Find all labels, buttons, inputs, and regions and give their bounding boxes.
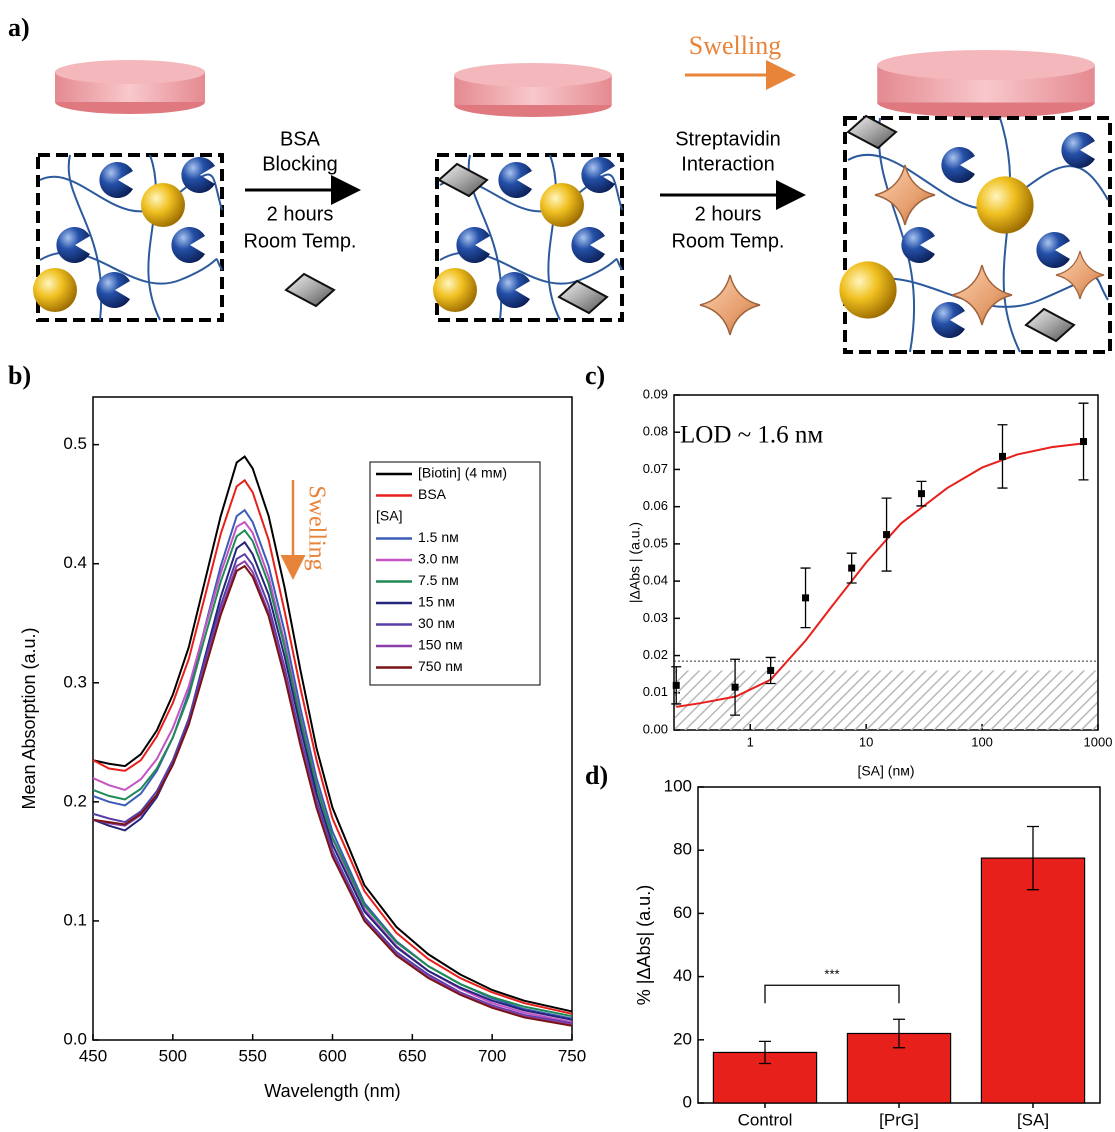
x-axis-label: [SA] (nᴍ) (857, 763, 914, 779)
legend-label: 750 nᴍ (418, 658, 463, 674)
schematic: BSA Blocking 2 hours Room Temp. Swelling… (33, 31, 1110, 352)
x-tick-label: 550 (238, 1046, 266, 1065)
x-tick-label: 1 (747, 734, 754, 749)
y-tick-label: 0.02 (643, 647, 668, 662)
blank-band (675, 670, 1097, 730)
step-text: Room Temp. (671, 230, 784, 252)
x-tick-label: [PrG] (879, 1110, 919, 1129)
swelling-label: Swelling (689, 31, 781, 60)
y-tick-label: 0.09 (643, 386, 668, 401)
figure: a) b) c) d) BSA Blocking 2 hours Room Te… (0, 0, 1115, 1132)
y-tick-label: 0.04 (643, 573, 668, 588)
lod-annotation: LOD ~ 1.6 nᴍ (680, 422, 823, 449)
y-tick-label: 0.3 (63, 672, 87, 691)
data-point (918, 490, 925, 497)
swelling-annotation: Swelling (303, 485, 329, 570)
y-tick-label: 0 (683, 1092, 692, 1111)
y-tick-label: 0.07 (643, 461, 668, 476)
y-tick-label: 0.4 (63, 553, 87, 572)
data-point (848, 565, 855, 572)
y-tick-label: 0.08 (643, 424, 668, 439)
x-tick-label: 600 (318, 1046, 346, 1065)
data-point (883, 531, 890, 538)
significance-bracket (765, 985, 899, 1003)
data-point (673, 682, 680, 689)
y-tick-label: 20 (673, 1029, 692, 1048)
x-tick-label: 650 (398, 1046, 426, 1065)
panel-label: d) (585, 761, 608, 790)
y-tick-label: 80 (673, 840, 692, 859)
y-tick-label: 0.2 (63, 791, 87, 810)
data-point (802, 594, 809, 601)
y-tick-label: 40 (673, 966, 692, 985)
bar (981, 858, 1084, 1103)
hydrogel-disc (55, 60, 205, 114)
step-text: 2 hours (267, 203, 334, 225)
x-axis-label: Wavelength (nm) (264, 1081, 400, 1101)
data-point (1080, 438, 1087, 445)
hydrogel-disc (454, 63, 612, 117)
y-tick-label: 0.1 (63, 910, 87, 929)
legend-label: 15 nᴍ (418, 594, 455, 610)
y-axis-label: |ΔAbs | (a.u.) (627, 522, 643, 603)
step-text: BSA (280, 128, 321, 150)
x-tick-label: 500 (159, 1046, 187, 1065)
page: a) b) c) d) BSA Blocking 2 hours Room Te… (0, 0, 1115, 1132)
gold-nanoparticle (33, 268, 77, 312)
legend-label: [Biotin] (4 mᴍ) (418, 465, 507, 481)
y-tick-label: 100 (664, 776, 692, 795)
legend-label: 1.5 nᴍ (418, 529, 459, 545)
y-tick-label: 0.03 (643, 610, 668, 625)
x-tick-label: 1000 (1084, 734, 1113, 749)
y-tick-label: 0.06 (643, 498, 668, 513)
x-tick-label: 750 (558, 1046, 586, 1065)
legend-label: 3.0 nᴍ (418, 551, 459, 567)
legend-label: BSA (418, 486, 447, 502)
x-tick-label: 100 (971, 734, 993, 749)
data-point (767, 667, 774, 674)
x-tick-label: 450 (79, 1046, 107, 1065)
panel-label: c) (585, 361, 605, 390)
step-text: Room Temp. (243, 230, 356, 252)
streptavidin (700, 275, 760, 335)
y-tick-label: 0.05 (643, 535, 668, 550)
legend-label: 7.5 nᴍ (418, 572, 459, 588)
data-point (999, 453, 1006, 460)
legend-label: 30 nᴍ (418, 615, 455, 631)
y-axis-label: % |ΔAbs| (a.u.) (634, 885, 654, 1005)
x-tick-label: [SA] (1017, 1110, 1049, 1129)
step-text: Interaction (681, 153, 774, 175)
y-tick-label: 0.00 (643, 721, 668, 736)
panel-label: b) (8, 361, 31, 390)
y-tick-label: 0.01 (643, 684, 668, 699)
gold-nanoparticle (141, 183, 185, 227)
panel-label: a) (8, 13, 30, 42)
gold-nanoparticle (839, 261, 896, 318)
hydrogel-disc (877, 50, 1095, 118)
significance-label: *** (824, 967, 839, 982)
y-axis-label: Mean Absorption (a.u.) (19, 627, 39, 809)
legend-label: 150 nᴍ (418, 637, 463, 653)
legend-title: [SA] (376, 508, 402, 524)
y-tick-label: 0.5 (63, 434, 87, 453)
gold-nanoparticle (976, 176, 1033, 233)
x-tick-label: Control (738, 1110, 793, 1129)
gold-nanoparticle (540, 183, 584, 227)
step-text: 2 hours (695, 203, 762, 225)
gold-nanoparticle (433, 268, 477, 312)
x-tick-label: 10 (859, 734, 873, 749)
bsa (286, 274, 334, 306)
step-text: Blocking (262, 153, 338, 175)
x-tick-label: 700 (478, 1046, 506, 1065)
fit-curve (676, 443, 1083, 707)
data-point (732, 684, 739, 691)
y-tick-label: 60 (673, 903, 692, 922)
step-text: Streptavidin (675, 128, 781, 150)
